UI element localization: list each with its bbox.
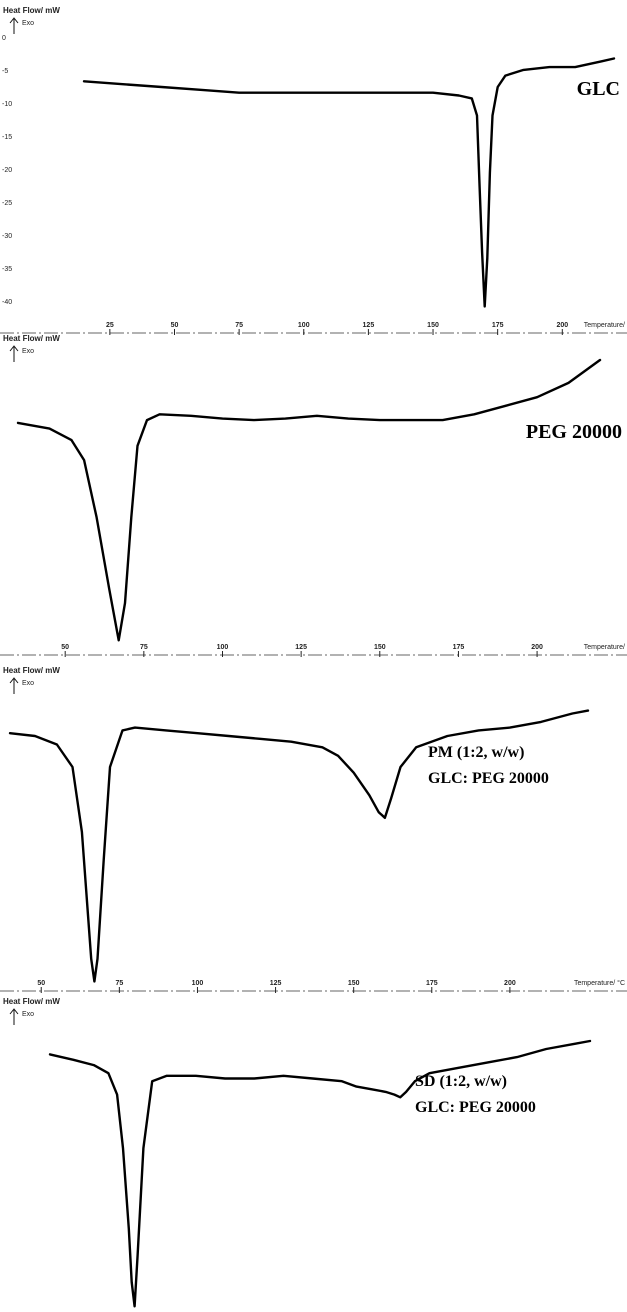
y-axis-label: Heat Flow/ mW: [3, 666, 60, 675]
y-tick-label: -5: [2, 68, 8, 75]
sample-label: GLC: PEG 20000: [415, 1099, 536, 1116]
x-tick-label: 25: [106, 322, 114, 329]
y-tick-label: -30: [2, 233, 12, 240]
x-tick-label: 125: [363, 322, 375, 329]
exo-up-arrow-icon: [9, 677, 19, 694]
y-tick-label: -10: [2, 101, 12, 108]
exo-label: Exo: [22, 20, 34, 27]
x-axis-label: Temperature/: [584, 322, 625, 329]
sample-label: PM (1:2, w/w): [428, 744, 524, 761]
x-tick-label: 125: [295, 644, 307, 651]
x-tick-label: 175: [453, 644, 465, 651]
y-tick-label: -40: [2, 299, 12, 306]
dsc-panel-1: Heat Flow/ mW Exo 0 -5 -10 -15 -20 -25 -30 -35 -40…: [0, 0, 627, 340]
dsc-curve: [82, 57, 616, 308]
sample-label: PEG 20000: [526, 421, 622, 443]
x-tick-label: 75: [115, 980, 123, 987]
dsc-chart-svg: Heat Flow/ mW Exo 0 -5 -10 -15 -20 -25 -30 -35 -40…: [0, 6, 627, 335]
x-axis-label: Temperature/ °C: [574, 979, 625, 987]
y-tick-label: 0: [2, 35, 6, 42]
x-tick-label: 175: [492, 322, 504, 329]
y-axis-label: Heat Flow/ mW: [3, 6, 60, 15]
dsc-chart-svg: Heat Flow/ mW Exo 50 75 100 125 150 175 200 Tempe…: [0, 334, 627, 657]
dsc-panel-2: Heat Flow/ mW Exo 50 75 100 125 150 175 200 Tempe…: [0, 328, 627, 661]
x-tick-label: 75: [235, 322, 243, 329]
x-tick-label: 50: [61, 644, 69, 651]
y-tick-label: -25: [2, 200, 12, 207]
exo-up-arrow-icon: [9, 1008, 19, 1025]
exo-label: Exo: [22, 1011, 34, 1018]
dsc-curve: [16, 358, 602, 642]
dsc-chart-svg: Heat Flow/ mW Exo SD (1:2, w/w) GLC: PEG 20…: [3, 997, 592, 1308]
x-tick-label: 150: [348, 980, 360, 987]
x-tick-label: 50: [171, 322, 179, 329]
x-tick-label: 175: [426, 980, 438, 987]
x-tick-label: 100: [217, 644, 229, 651]
dsc-panel-3: Heat Flow/ mW Exo 50 75 100 125 150 175 200 Tempe…: [0, 660, 627, 993]
x-tick-label: 50: [37, 980, 45, 987]
x-tick-label: 200: [556, 322, 568, 329]
dsc-curve: [8, 709, 590, 983]
y-tick-label: -15: [2, 134, 12, 141]
x-tick-label: 100: [192, 980, 204, 987]
sample-label: SD (1:2, w/w): [415, 1073, 507, 1090]
x-tick-label: 100: [298, 322, 310, 329]
sample-label: GLC: [577, 78, 620, 100]
x-tick-label: 150: [427, 322, 439, 329]
x-tick-label: 200: [531, 644, 543, 651]
exo-up-arrow-icon: [9, 345, 19, 362]
dsc-panel-4: Heat Flow/ mW Exo SD (1:2, w/w) GLC: PEG 20…: [0, 991, 627, 1312]
dsc-chart-svg: Heat Flow/ mW Exo 50 75 100 125 150 175 200 Tempe…: [0, 666, 627, 993]
x-tick-label: 200: [504, 980, 516, 987]
y-axis-label: Heat Flow/ mW: [3, 334, 60, 343]
sample-label: GLC: PEG 20000: [428, 770, 549, 787]
x-tick-label: 75: [140, 644, 148, 651]
x-tick-label: 125: [270, 980, 282, 987]
exo-label: Exo: [22, 348, 34, 355]
y-axis-label: Heat Flow/ mW: [3, 997, 60, 1006]
exo-up-arrow-icon: [9, 17, 19, 34]
exo-label: Exo: [22, 680, 34, 687]
x-tick-label: 150: [374, 644, 386, 651]
y-tick-label: -20: [2, 167, 12, 174]
x-axis-label: Temperature/: [584, 644, 625, 651]
y-tick-label: -35: [2, 266, 12, 273]
dsc-curve: [48, 1039, 592, 1308]
